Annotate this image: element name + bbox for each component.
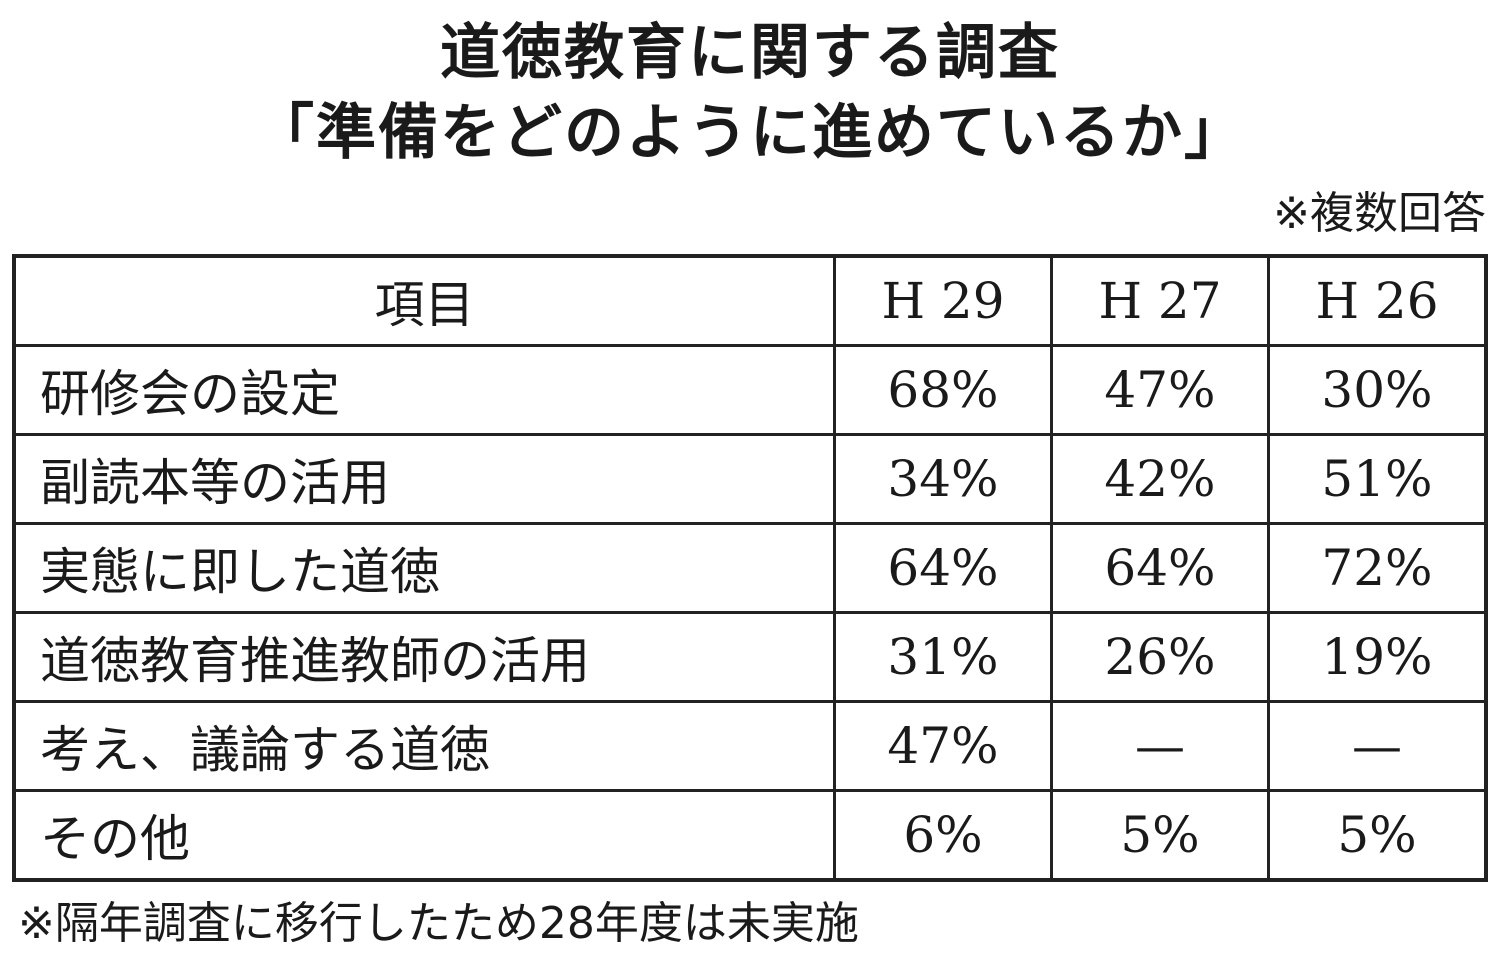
column-header-h26: H 26 — [1267, 254, 1488, 347]
survey-table: 項目 H 29 H 27 H 26 研修会の設定 68% 47% 30% 副読本等の活用… — [12, 254, 1488, 882]
row-value-cell: 34% — [833, 433, 1053, 525]
row-value-cell: 51% — [1267, 433, 1488, 525]
row-item-label: 考え、議論する道徳 — [12, 700, 836, 792]
row-value-cell: 6% — [833, 789, 1053, 882]
table-row: 研修会の設定 68% 47% 30% — [12, 344, 1488, 436]
row-value-cell: 64% — [1050, 522, 1270, 614]
row-value-cell: 72% — [1267, 522, 1488, 614]
row-value-cell: 31% — [833, 611, 1053, 703]
multiple-answer-note: ※複数回答 — [1273, 188, 1486, 239]
row-item-label: 副読本等の活用 — [12, 433, 836, 525]
row-value-cell: 30% — [1267, 344, 1488, 436]
table-row: 考え、議論する道徳 47% — — — [12, 700, 1488, 792]
row-value-cell: 26% — [1050, 611, 1270, 703]
title-line2: 「準備をどのように進めているか」 — [254, 98, 1246, 168]
row-value-cell: 5% — [1050, 789, 1270, 882]
table-row: 道徳教育推進教師の活用 31% 26% 19% — [12, 611, 1488, 703]
row-value-cell: 42% — [1050, 433, 1270, 525]
row-item-label: 実態に即した道徳 — [12, 522, 836, 614]
title-line1: 道徳教育に関する調査 — [440, 18, 1060, 88]
column-header-h27: H 27 — [1050, 254, 1270, 347]
row-item-label: 道徳教育推進教師の活用 — [12, 611, 836, 703]
row-value-cell: 47% — [833, 700, 1053, 792]
column-header-h29: H 29 — [833, 254, 1053, 347]
table-row: 副読本等の活用 34% 42% 51% — [12, 433, 1488, 525]
row-value-cell: 19% — [1267, 611, 1488, 703]
column-header-item: 項目 — [12, 254, 836, 347]
row-value-cell: 47% — [1050, 344, 1270, 436]
header-row: 項目 H 29 H 27 H 26 — [12, 254, 1488, 347]
row-item-label: 研修会の設定 — [12, 344, 836, 436]
row-item-label: その他 — [12, 789, 836, 882]
row-value-cell: — — [1267, 700, 1488, 792]
row-value-cell: 64% — [833, 522, 1053, 614]
row-value-cell: 5% — [1267, 789, 1488, 882]
table-row: 実態に即した道徳 64% 64% 72% — [12, 522, 1488, 614]
footnote: ※隔年調査に移行したため28年度は未実施 — [18, 898, 859, 949]
row-value-cell: 68% — [833, 344, 1053, 436]
row-value-cell: — — [1050, 700, 1270, 792]
table-row: その他 6% 5% 5% — [12, 789, 1488, 882]
